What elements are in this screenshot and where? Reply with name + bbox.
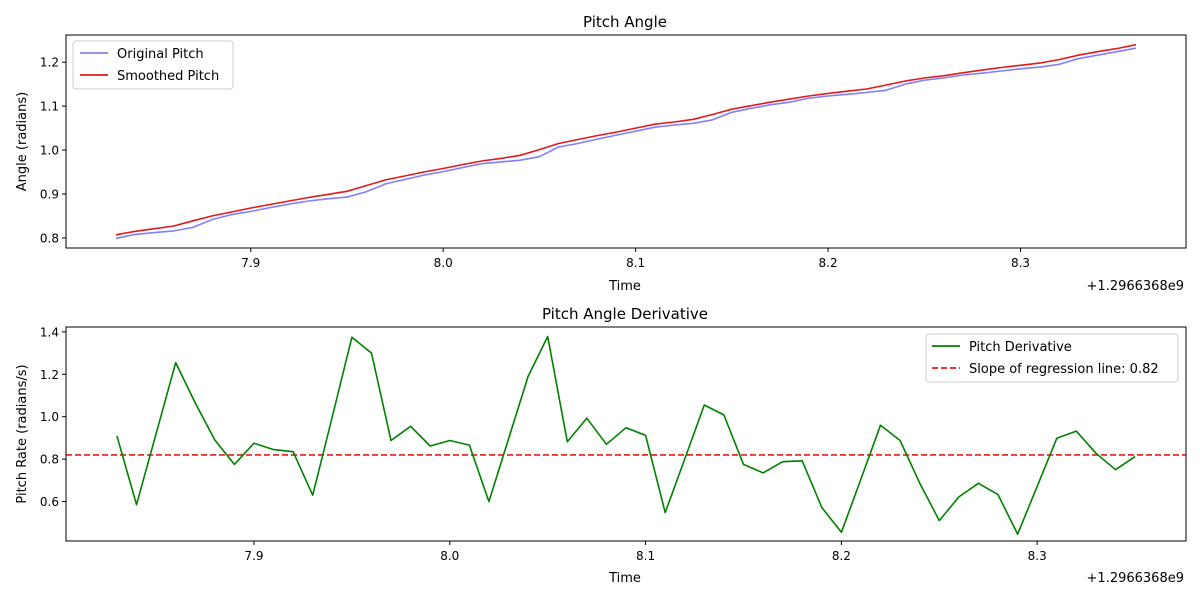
x-axis-ticks: 7.9 8.0 8.1 8.2 8.3 [244, 541, 1047, 563]
y-tick-label: 1.2 [40, 368, 59, 382]
series-line-original-pitch [115, 47, 1137, 240]
legend: Original Pitch Smoothed Pitch [72, 40, 234, 90]
plot-frame [65, 34, 1187, 249]
y-tick-label: 0.8 [40, 231, 59, 245]
series-line-pitch-derivative [116, 335, 1136, 536]
x-axis-label: Time [608, 571, 641, 586]
x-tick-label: 7.9 [241, 256, 260, 270]
x-axis-ticks: 7.9 8.0 8.1 8.2 8.3 [241, 248, 1030, 270]
x-tick-label: 8.3 [1011, 256, 1030, 270]
legend-label-original-pitch: Original Pitch [117, 47, 204, 62]
x-axis-offset-label: +1.2966368e9 [1087, 571, 1184, 586]
y-tick-label: 1.4 [40, 325, 59, 339]
x-axis-offset-label: +1.2966368e9 [1087, 279, 1184, 294]
plot-frame [65, 326, 1187, 542]
y-axis-ticks: 0.8 0.9 1.0 1.1 1.2 [40, 56, 66, 245]
x-tick-label: 8.2 [819, 256, 838, 270]
plot-lines [115, 43, 1137, 240]
x-tick-label: 8.1 [626, 256, 645, 270]
y-tick-label: 0.8 [40, 453, 59, 467]
x-tick-label: 8.2 [832, 549, 851, 563]
x-tick-label: 8.0 [440, 549, 459, 563]
pitch-derivative-chart: Pitch Angle Derivative 7.9 8.0 8.1 8.2 8.3 0… [15, 305, 1187, 586]
legend-label-regression-line: Slope of regression line: 0.82 [969, 362, 1159, 377]
series-line-smoothed-pitch [115, 43, 1137, 236]
x-tick-label: 8.1 [636, 549, 655, 563]
y-tick-label: 1.0 [40, 410, 59, 424]
legend-frame [925, 333, 1179, 383]
y-tick-label: 0.9 [40, 187, 59, 201]
chart-title: Pitch Angle Derivative [542, 305, 708, 323]
y-tick-label: 1.1 [40, 100, 59, 114]
legend-label-pitch-derivative: Pitch Derivative [969, 340, 1072, 355]
y-axis-label: Angle (radians) [15, 92, 30, 191]
y-tick-label: 1.0 [40, 144, 59, 158]
x-tick-label: 8.3 [1028, 549, 1047, 563]
pitch-angle-chart: Pitch Angle 7.9 8.0 8.1 8.2 8.3 0.8 0.9 1.0 1.1… [15, 13, 1187, 294]
x-tick-label: 8.0 [434, 256, 453, 270]
y-axis-label: Pitch Rate (radians/s) [15, 364, 30, 503]
y-axis-ticks: 0.6 0.8 1.0 1.2 1.4 [40, 325, 66, 509]
legend: Pitch Derivative Slope of regression lin… [925, 333, 1179, 383]
y-tick-label: 0.6 [40, 495, 59, 509]
legend-label-smoothed-pitch: Smoothed Pitch [117, 69, 219, 84]
x-axis-label: Time [608, 279, 641, 294]
y-tick-label: 1.2 [40, 56, 59, 70]
plot-lines [66, 335, 1186, 536]
legend-frame [72, 40, 234, 90]
chart-title: Pitch Angle [583, 13, 667, 31]
x-tick-label: 7.9 [244, 549, 263, 563]
